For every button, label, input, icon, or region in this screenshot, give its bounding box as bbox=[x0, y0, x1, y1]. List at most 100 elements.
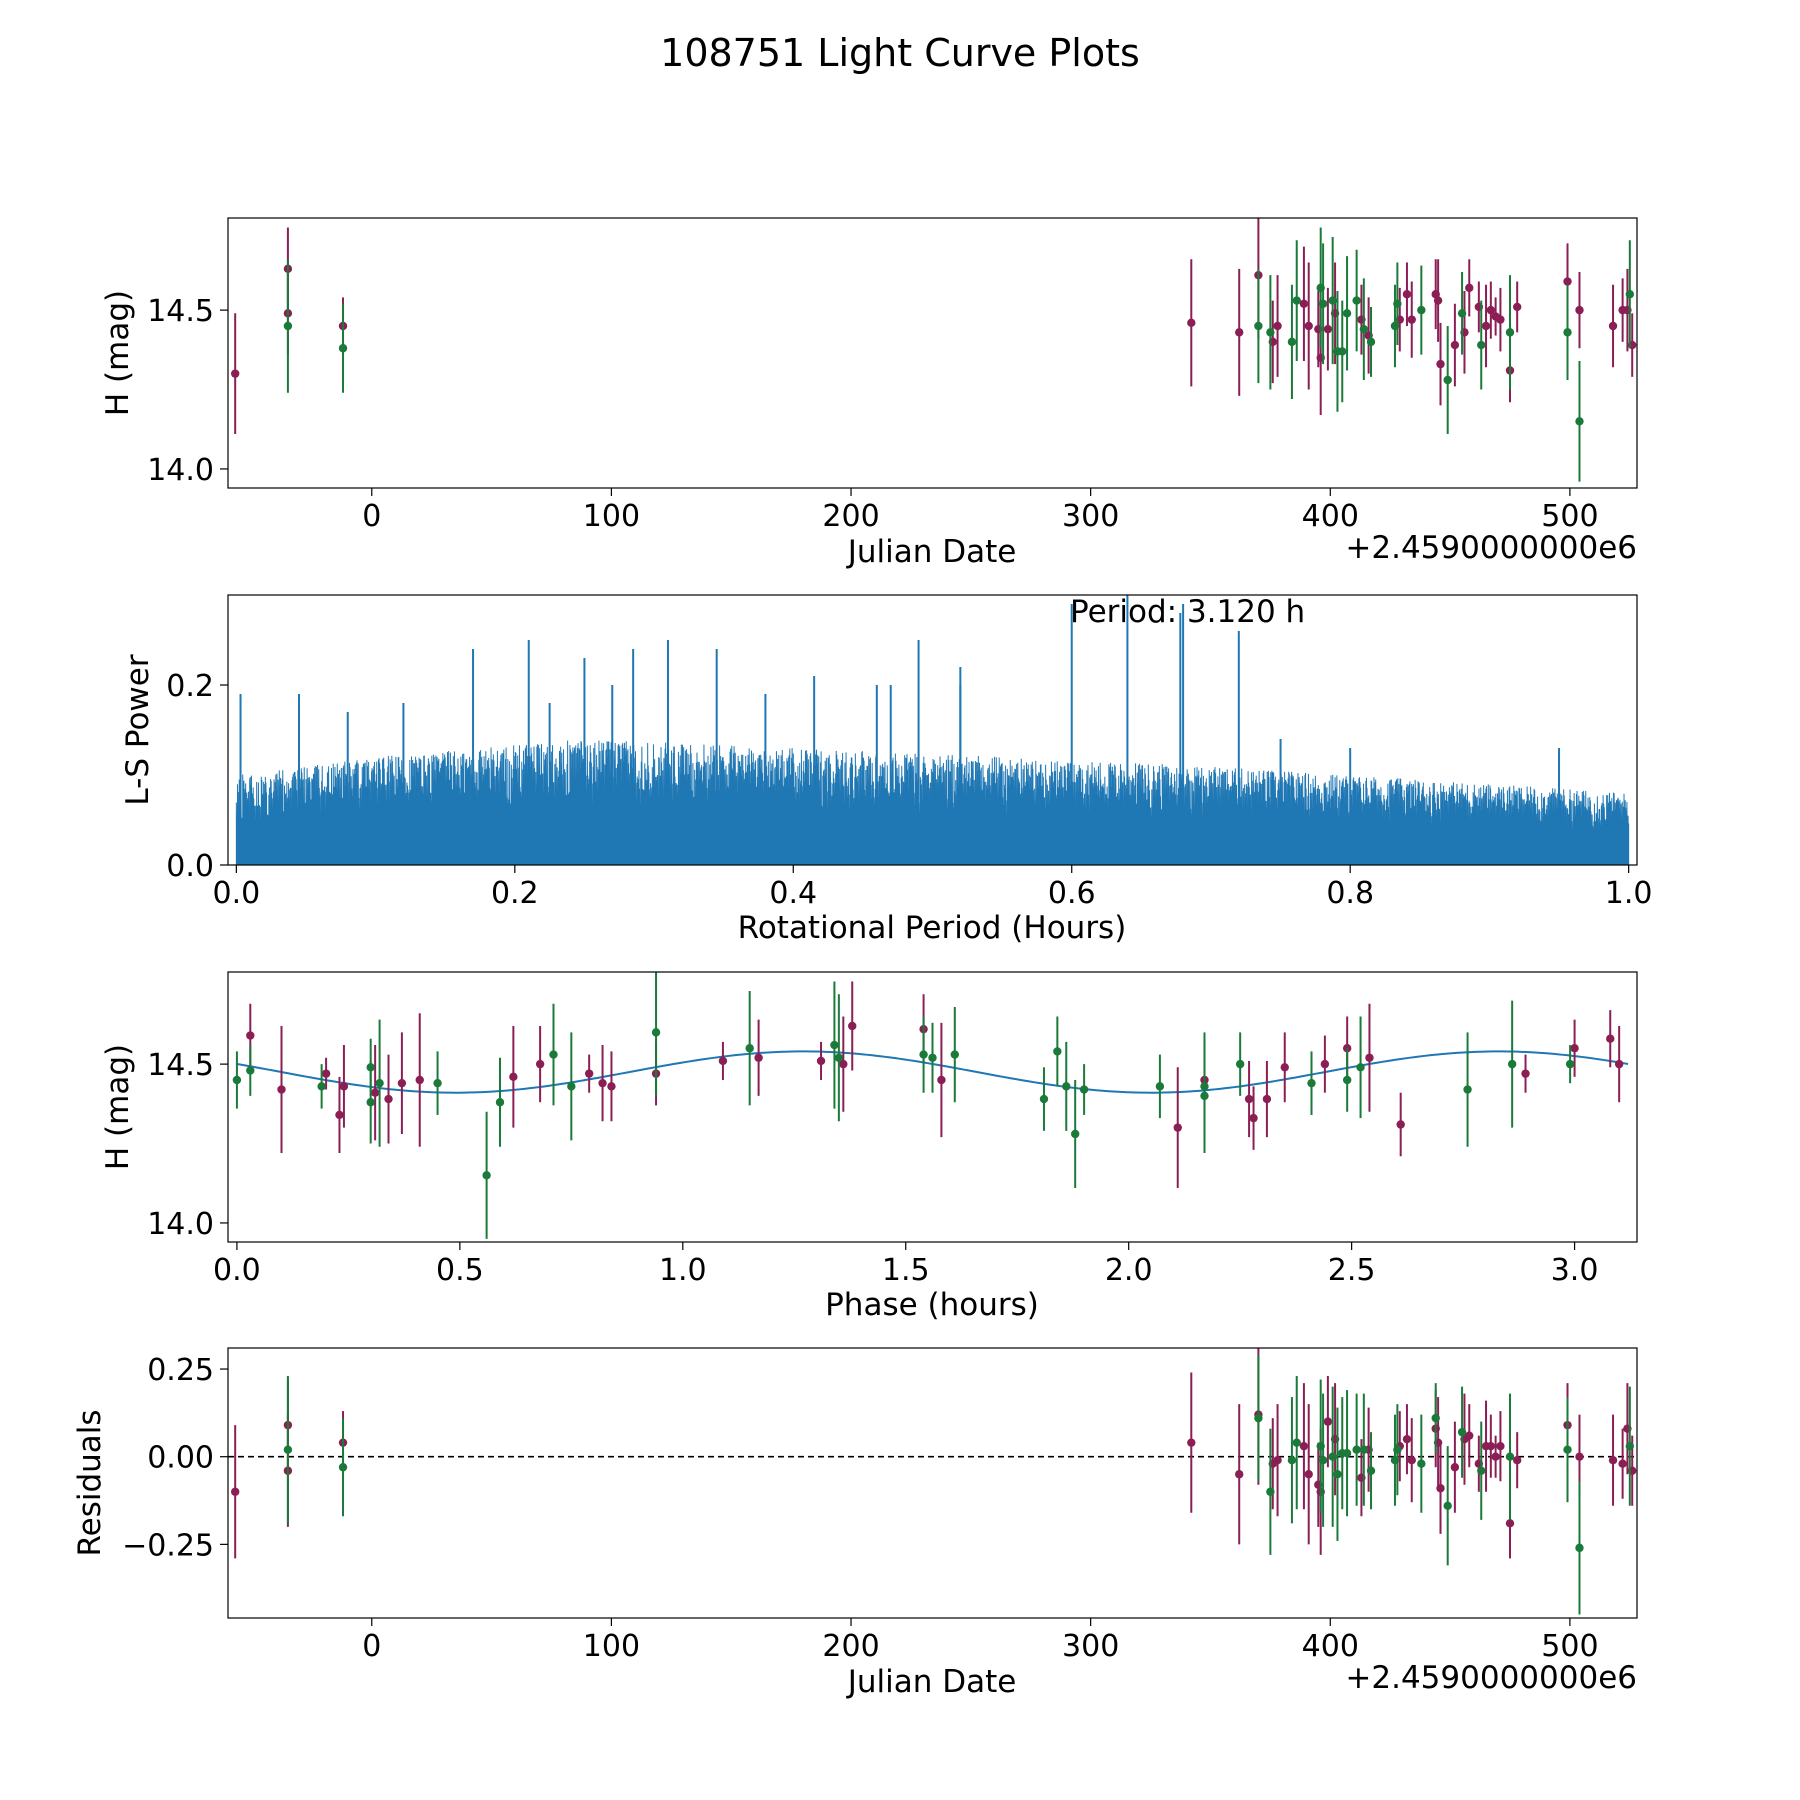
x-tick-label: 1.5 bbox=[882, 1253, 930, 1288]
data-point bbox=[384, 1094, 393, 1104]
data-point bbox=[509, 1072, 518, 1082]
periodogram-annotation: Period: 3.120 h bbox=[1070, 594, 1305, 630]
data-point bbox=[1402, 1434, 1412, 1444]
y-tick-label: −0.25 bbox=[122, 1528, 214, 1563]
residuals-marks bbox=[228, 1348, 1637, 1615]
data-point bbox=[1614, 1059, 1624, 1069]
y-tick-label: 14.0 bbox=[147, 453, 214, 488]
data-point bbox=[549, 1050, 558, 1059]
phased-marks bbox=[232, 972, 1629, 1239]
data-point bbox=[1280, 1063, 1289, 1072]
data-point bbox=[1320, 1059, 1330, 1069]
data-point bbox=[335, 1110, 344, 1120]
data-point bbox=[1338, 347, 1347, 356]
data-point bbox=[1062, 1082, 1071, 1091]
data-point bbox=[1570, 1044, 1579, 1053]
data-point bbox=[230, 1487, 240, 1496]
lightcurve-frame bbox=[227, 217, 1638, 489]
x-tick-label: 200 bbox=[822, 1629, 879, 1664]
data-point bbox=[1307, 1078, 1316, 1088]
x-tick-label: 400 bbox=[1302, 499, 1359, 534]
data-point bbox=[1512, 302, 1522, 312]
x-tick-label: 0.0 bbox=[212, 876, 260, 911]
data-point bbox=[1407, 1456, 1416, 1465]
data-point bbox=[1235, 1059, 1245, 1069]
data-point bbox=[928, 1053, 937, 1062]
residuals-ticks: 0 100 200 300 400 500 0.25 0.00 −0.25 bbox=[122, 1353, 1598, 1664]
data-point bbox=[338, 1463, 348, 1472]
data-point bbox=[598, 1078, 607, 1088]
x-tick-label: 0.2 bbox=[491, 876, 539, 911]
data-point bbox=[1359, 1445, 1369, 1454]
lightcurve-ticks: 0 100 200 300 400 500 14.0 14.5 bbox=[147, 294, 1598, 534]
data-point bbox=[834, 1053, 844, 1062]
data-point bbox=[1342, 1448, 1352, 1458]
data-point bbox=[339, 1082, 349, 1091]
data-point bbox=[1393, 299, 1402, 308]
periodogram-frame bbox=[227, 594, 1638, 866]
data-point bbox=[1505, 1452, 1515, 1461]
data-point bbox=[1359, 324, 1369, 334]
data-point bbox=[1342, 1075, 1352, 1085]
data-point bbox=[1563, 1445, 1572, 1454]
x-tick-label: 2.5 bbox=[1328, 1253, 1376, 1288]
data-point bbox=[1304, 1470, 1313, 1479]
residuals-ylabel: Residuals bbox=[72, 1409, 108, 1556]
periodogram-line bbox=[235, 740, 1630, 865]
data-point bbox=[1393, 1445, 1402, 1454]
y-tick-label: 0.00 bbox=[147, 1441, 214, 1476]
data-point bbox=[567, 1082, 576, 1091]
data-point bbox=[1235, 1470, 1244, 1479]
data-point bbox=[1342, 309, 1352, 318]
data-point bbox=[246, 1066, 255, 1075]
data-point bbox=[1417, 1459, 1426, 1468]
data-point bbox=[1521, 1069, 1530, 1078]
x-tick-label: 0 bbox=[362, 499, 381, 534]
data-point bbox=[317, 1082, 326, 1091]
data-point bbox=[1273, 1456, 1282, 1465]
data-point bbox=[950, 1050, 959, 1059]
y-tick-label: 14.5 bbox=[147, 294, 214, 329]
data-point bbox=[1266, 1487, 1275, 1496]
y-tick-label: 0.0 bbox=[166, 849, 214, 884]
data-point bbox=[816, 1056, 826, 1066]
data-point bbox=[1292, 1438, 1301, 1447]
data-point bbox=[1565, 1059, 1575, 1069]
periodogram-ylabel: L-S Power bbox=[120, 654, 156, 805]
data-point bbox=[495, 1098, 505, 1107]
data-point bbox=[1396, 1120, 1405, 1129]
data-point bbox=[1443, 375, 1452, 385]
data-point bbox=[848, 1021, 857, 1031]
data-point bbox=[1366, 337, 1376, 347]
data-point bbox=[321, 1069, 331, 1078]
data-point bbox=[1262, 1094, 1272, 1104]
y-tick-label: 14.5 bbox=[147, 1048, 214, 1083]
lightcurve-offset: +2.4590000000e6 bbox=[1345, 530, 1637, 566]
data-point bbox=[1173, 1123, 1182, 1132]
data-point bbox=[1287, 1456, 1297, 1465]
data-point bbox=[1496, 315, 1505, 324]
data-point bbox=[1563, 328, 1572, 337]
panel-lightcurve: 0 100 200 300 400 500 14.0 14.5 Julian Date +2.… bbox=[100, 217, 1638, 570]
data-point bbox=[754, 1053, 763, 1062]
data-point bbox=[1491, 1452, 1500, 1461]
data-point bbox=[415, 1075, 424, 1085]
data-point bbox=[1235, 328, 1244, 337]
data-point bbox=[283, 321, 293, 331]
data-point bbox=[1155, 1082, 1165, 1091]
data-point bbox=[1431, 1413, 1440, 1423]
data-point bbox=[1457, 1427, 1467, 1437]
data-point bbox=[1465, 283, 1474, 293]
data-point bbox=[1200, 1082, 1209, 1091]
residuals-offset: +2.4590000000e6 bbox=[1345, 1660, 1637, 1696]
data-point bbox=[1450, 340, 1460, 350]
periodogram-ticks: 0.0 0.2 0.4 0.6 0.8 1.0 0.0 0.2 bbox=[166, 669, 1652, 911]
data-point bbox=[1575, 305, 1584, 315]
data-point bbox=[1608, 1456, 1618, 1465]
data-point bbox=[1450, 1463, 1460, 1472]
periodogram-marks bbox=[235, 595, 1630, 865]
data-point bbox=[1299, 299, 1309, 308]
data-point bbox=[1266, 328, 1275, 337]
x-tick-label: 1.0 bbox=[1605, 876, 1653, 911]
